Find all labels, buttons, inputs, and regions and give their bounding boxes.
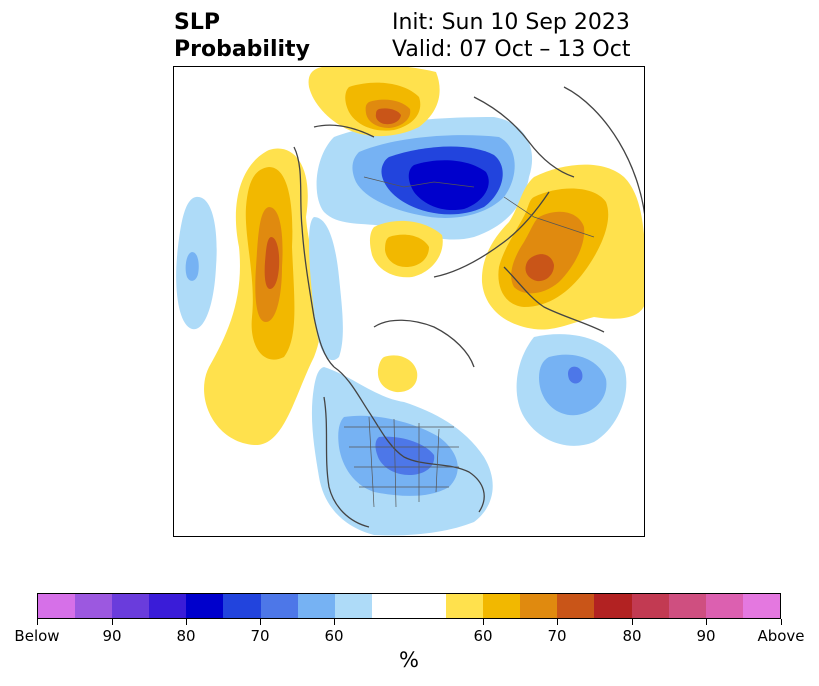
colorbar-tick-label: 90 (102, 627, 122, 645)
colorbar-segment (297, 594, 335, 618)
hudson-above-region (377, 355, 418, 393)
colorbar-tick (780, 619, 782, 625)
colorbar-segment (520, 594, 558, 618)
colorbar-segment (112, 594, 150, 618)
colorbar-segment (371, 594, 447, 618)
colorbar-segment (483, 594, 521, 618)
title-type: Probability (174, 37, 310, 62)
colorbar-tick (36, 619, 38, 625)
colorbar-segment (223, 594, 261, 618)
siberia-above-region (481, 164, 644, 330)
colorbar-tick-label: 90 (696, 627, 716, 645)
political-borders (344, 176, 595, 508)
colorbar-segment (594, 594, 632, 618)
colorbar-segment (446, 594, 484, 618)
colorbar-segment (186, 594, 224, 618)
chart-title-left: SLP Probability (174, 9, 310, 63)
colorbar-tick-label: Above (757, 627, 805, 645)
colorbar-tick-label: Below (14, 627, 60, 645)
colorbar-segment (557, 594, 595, 618)
europe-above-region (308, 67, 440, 137)
west-coast-below-region (309, 217, 343, 361)
colorbar-tick-label: 70 (250, 627, 270, 645)
colorbar-tick-label: 70 (547, 627, 567, 645)
coastlines (293, 86, 644, 528)
colorbar-tick-label: 80 (176, 627, 196, 645)
colorbar-unit-label: % (399, 648, 419, 672)
colorbar (37, 593, 781, 619)
colorbar-tick (333, 619, 335, 625)
colorbar-tick (259, 619, 261, 625)
valid-range: Valid: 07 Oct – 13 Oct (392, 37, 631, 62)
west-pacific-below-region (176, 196, 217, 330)
colorbar-segment (38, 594, 76, 618)
colorbar-tick (631, 619, 633, 625)
pacific-above-region (204, 148, 322, 446)
colorbar-tick (482, 619, 484, 625)
colorbar-segment (705, 594, 743, 618)
colorbar-tick-label: 60 (473, 627, 493, 645)
init-date: Init: Sun 10 Sep 2023 (392, 10, 630, 35)
colorbar-segment (631, 594, 669, 618)
north-atlantic-below-region (516, 334, 627, 446)
colorbar-segment (742, 594, 780, 618)
colorbar-segment (334, 594, 372, 618)
colorbar-tick (705, 619, 707, 625)
map-canvas (176, 67, 644, 536)
probability-map (173, 66, 645, 537)
colorbar-segment (260, 594, 298, 618)
chart-title-right: Init: Sun 10 Sep 2023 Valid: 07 Oct – 13… (392, 9, 630, 63)
colorbar-tick (185, 619, 187, 625)
canada-above-region (369, 220, 443, 278)
colorbar-tick-label: 60 (324, 627, 344, 645)
colorbar-segment (149, 594, 187, 618)
colorbar-segment (668, 594, 706, 618)
arctic-below-region (316, 117, 533, 240)
north-america-below-region (311, 367, 493, 536)
colorbar-tick-label: 80 (622, 627, 642, 645)
colorbar-tick (111, 619, 113, 625)
title-variable: SLP (174, 10, 220, 35)
colorbar-segment (75, 594, 113, 618)
colorbar-tick (556, 619, 558, 625)
